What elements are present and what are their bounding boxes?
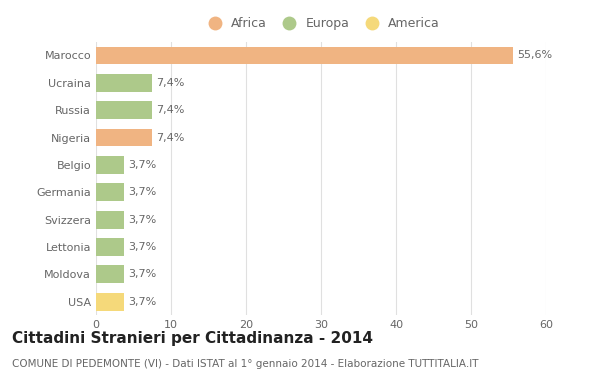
Bar	[96, 47, 513, 64]
Bar	[96, 101, 151, 119]
Bar	[96, 129, 151, 146]
Bar	[96, 184, 124, 201]
Text: 3,7%: 3,7%	[128, 160, 157, 170]
Text: 7,4%: 7,4%	[156, 133, 184, 142]
Text: 55,6%: 55,6%	[517, 51, 553, 60]
Text: 7,4%: 7,4%	[156, 78, 184, 88]
Text: Cittadini Stranieri per Cittadinanza - 2014: Cittadini Stranieri per Cittadinanza - 2…	[12, 331, 373, 345]
Text: COMUNE DI PEDEMONTE (VI) - Dati ISTAT al 1° gennaio 2014 - Elaborazione TUTTITAL: COMUNE DI PEDEMONTE (VI) - Dati ISTAT al…	[12, 359, 479, 369]
Legend: Africa, Europa, America: Africa, Europa, America	[202, 17, 440, 30]
Text: 7,4%: 7,4%	[156, 105, 184, 115]
Bar	[96, 156, 124, 174]
Text: 3,7%: 3,7%	[128, 187, 157, 197]
Text: 3,7%: 3,7%	[128, 297, 157, 307]
Text: 3,7%: 3,7%	[128, 269, 157, 279]
Bar	[96, 293, 124, 310]
Text: 3,7%: 3,7%	[128, 242, 157, 252]
Text: 3,7%: 3,7%	[128, 215, 157, 225]
Bar	[96, 74, 151, 92]
Bar	[96, 266, 124, 283]
Bar	[96, 238, 124, 256]
Bar	[96, 211, 124, 228]
